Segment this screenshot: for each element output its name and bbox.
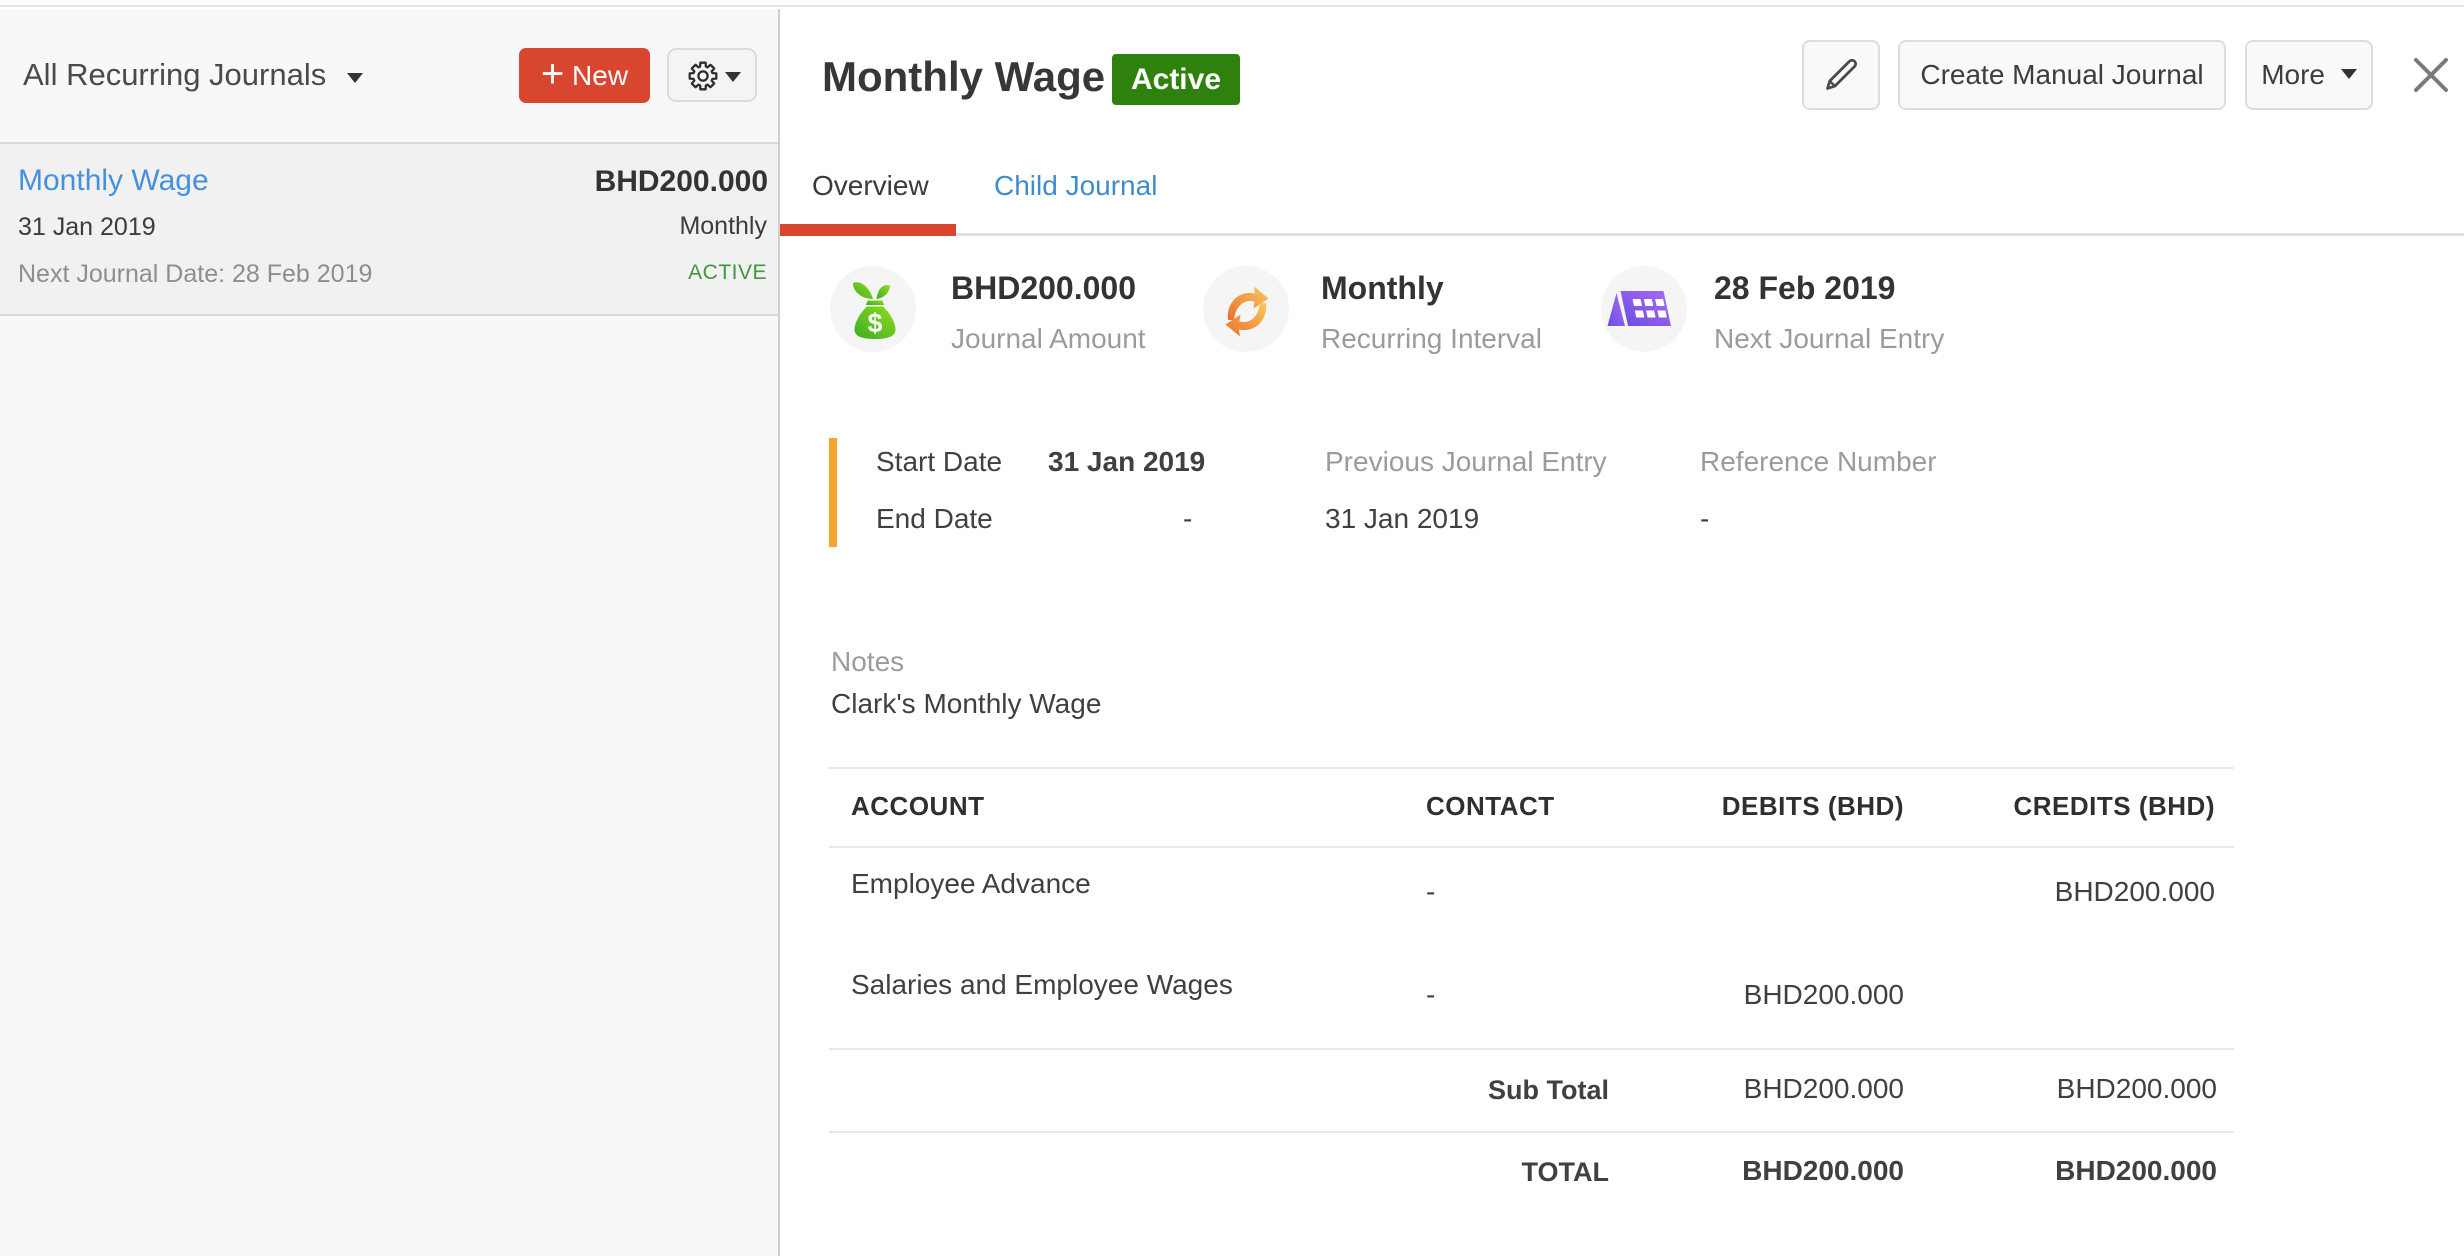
svg-text:$: $ (867, 308, 882, 338)
